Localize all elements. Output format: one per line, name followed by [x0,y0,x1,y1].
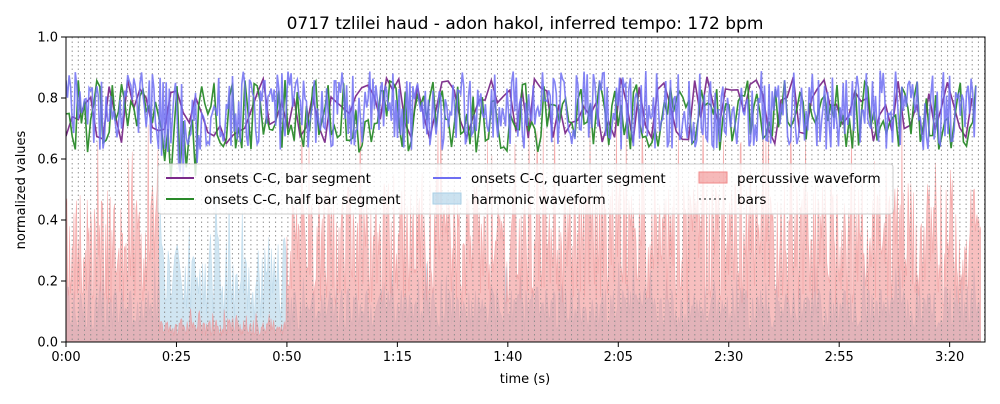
x-tick-label: 2:55 [825,350,854,365]
legend-label: onsets C-C, half bar segment [204,192,401,208]
plot-inner [66,37,985,342]
x-tick-label: 3:20 [935,350,964,365]
series-onsets-c-c-quarter-segment [66,70,977,177]
y-tick-label: 0.0 [37,336,58,351]
x-tick-label: 0:50 [272,350,301,365]
legend: onsets C-C, bar segment onsets C-C, half … [157,163,894,215]
x-tick-label: 0:25 [162,350,191,365]
x-axis-label: time (s) [500,372,550,387]
chart-title: 0717 tzlilei haud - adon hakol, inferred… [287,14,764,34]
x-tick-label: 1:15 [383,350,412,365]
legend-label: percussive waveform [737,171,881,187]
y-tick-label: 0.2 [37,275,58,290]
axes: 0:00 0:25 0:50 1:15 1:40 2:05 2:30 2:55 3:20 0.0 0… [37,31,986,365]
legend-label: onsets C-C, quarter segment [471,171,666,187]
legend-label: onsets C-C, bar segment [204,171,371,187]
legend-label: harmonic waveform [471,192,606,208]
axes-frame [65,36,986,343]
y-tick-label: 0.4 [37,214,58,229]
legend-label: bars [737,192,766,208]
series-percussive-waveform [66,110,981,342]
y-tick-label: 1.0 [37,31,58,46]
x-tick-label: 2:05 [604,350,633,365]
y-axis-label: normalized values [14,130,29,249]
plot-area [66,37,985,342]
x-tick-label: 1:40 [493,350,522,365]
legend-swatch [698,171,728,184]
y-tick-label: 0.6 [37,153,58,168]
x-tick-label: 0:00 [51,350,80,365]
y-tick-label: 0.8 [37,92,58,107]
legend-swatch [432,192,462,205]
x-tick-label: 2:30 [714,350,743,365]
